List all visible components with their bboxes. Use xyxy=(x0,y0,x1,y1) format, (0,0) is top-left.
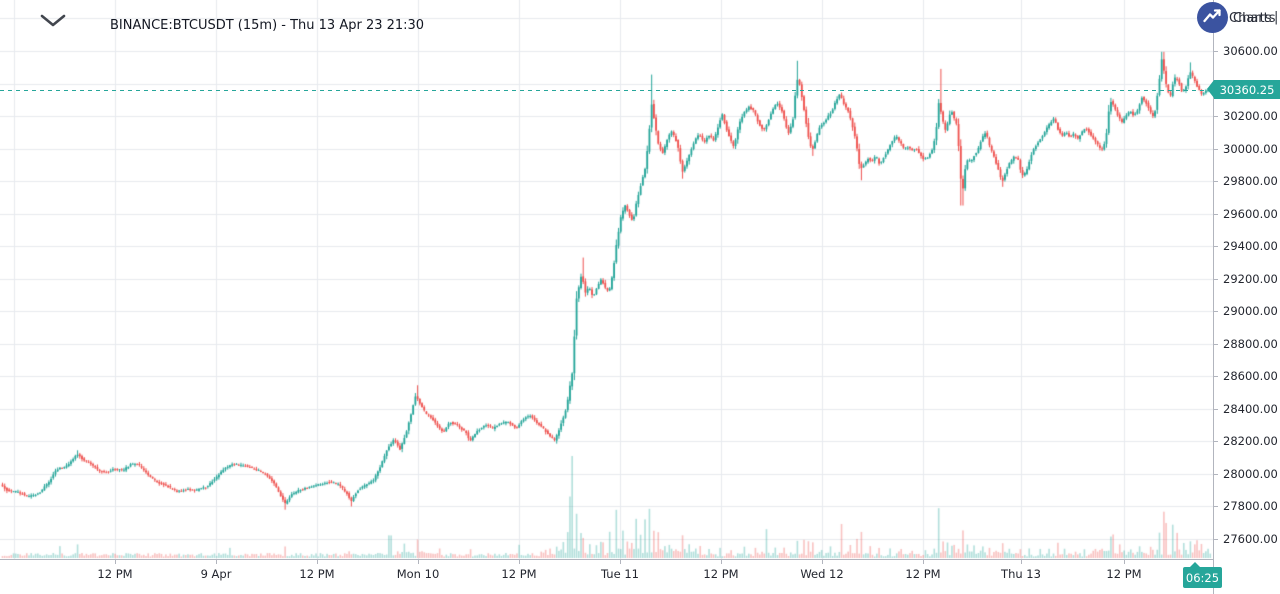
price-axis-label: 30200.00 xyxy=(1223,109,1278,123)
brand-link[interactable]: Charts xyxy=(1229,11,1272,26)
time-axis-tick xyxy=(317,560,318,564)
price-axis-label: 29600.00 xyxy=(1223,207,1278,221)
time-axis-label: 12 PM xyxy=(905,567,941,581)
price-axis-label: 28600.00 xyxy=(1223,369,1278,383)
candlestick-chart[interactable] xyxy=(0,0,1213,559)
time-axis-tick xyxy=(418,560,419,564)
last-price-line xyxy=(0,89,1213,91)
last-price-badge: 30360.25 xyxy=(1207,80,1280,99)
time-axis-label: Wed 12 xyxy=(800,567,844,581)
price-axis-label: 29200.00 xyxy=(1223,272,1278,286)
time-axis-tick xyxy=(216,560,217,564)
price-axis-tick xyxy=(1214,506,1218,507)
price-axis-tick xyxy=(1214,149,1218,150)
price-axis-label: 27800.00 xyxy=(1223,499,1278,513)
price-axis-label: 30000.00 xyxy=(1223,142,1278,156)
price-axis-tick xyxy=(1214,376,1218,377)
price-axis-tick xyxy=(1214,116,1218,117)
price-axis-label: 27600.00 xyxy=(1223,532,1278,546)
time-axis-tick xyxy=(115,560,116,564)
tradingview-logo[interactable] xyxy=(1197,2,1228,33)
time-axis-tick xyxy=(519,560,520,564)
time-axis-label: Mon 10 xyxy=(396,567,440,581)
time-axis-tick xyxy=(721,560,722,564)
price-axis[interactable]: 30600.00 30200.00 30000.00 29800.00 29600.00… xyxy=(1213,0,1280,594)
time-axis-label: 12 PM xyxy=(299,567,335,581)
price-axis-label: 29800.00 xyxy=(1223,174,1278,188)
bar-countdown-badge: 06:25 xyxy=(1183,562,1222,588)
time-axis-tick xyxy=(1124,560,1125,564)
time-axis-tick xyxy=(822,560,823,564)
time-axis-label: Thu 13 xyxy=(1001,567,1041,581)
brand-link-ghost: Charts xyxy=(1233,11,1276,26)
price-axis-label: 29000.00 xyxy=(1223,304,1278,318)
time-axis-label: 12 PM xyxy=(703,567,739,581)
collapse-legend-button[interactable] xyxy=(38,12,68,32)
price-axis-tick xyxy=(1214,311,1218,312)
price-axis-tick xyxy=(1214,474,1218,475)
price-axis-tick xyxy=(1214,279,1218,280)
price-axis-label: 30600.00 xyxy=(1223,44,1278,58)
time-axis-tick xyxy=(620,560,621,564)
price-axis-tick xyxy=(1214,441,1218,442)
price-axis-tick xyxy=(1214,181,1218,182)
time-axis[interactable]: 12 PM 9 Apr 12 PM Mon 10 12 PM Tue 11 12 PM Wed… xyxy=(0,559,1280,594)
time-axis-label: 9 Apr xyxy=(200,567,232,581)
chevron-down-icon xyxy=(39,14,67,33)
time-axis-tick xyxy=(1021,560,1022,564)
brand-separator: | xyxy=(1274,10,1279,25)
time-axis-label: 12 PM xyxy=(97,567,133,581)
time-axis-label: Tue 11 xyxy=(601,567,639,581)
price-axis-label: 29400.00 xyxy=(1223,239,1278,253)
countdown-value: 06:25 xyxy=(1185,570,1220,585)
price-axis-label: 28800.00 xyxy=(1223,337,1278,351)
symbol-title: BINANCE:BTCUSDT (15m) - Thu 13 Apr 23 21… xyxy=(110,18,425,33)
price-axis-tick xyxy=(1214,539,1218,540)
price-axis-tick xyxy=(1214,344,1218,345)
price-axis-tick xyxy=(1214,409,1218,410)
last-price-value: 30360.25 xyxy=(1219,82,1275,97)
price-axis-tick xyxy=(1214,246,1218,247)
price-axis-label: 28400.00 xyxy=(1223,402,1278,416)
price-axis-label: 28000.00 xyxy=(1223,467,1278,481)
price-axis-tick xyxy=(1214,51,1218,52)
time-axis-tick xyxy=(923,560,924,564)
trending-up-icon xyxy=(1203,8,1222,27)
price-axis-label: 28200.00 xyxy=(1223,434,1278,448)
price-axis-tick xyxy=(1214,214,1218,215)
time-axis-label: 12 PM xyxy=(1106,567,1142,581)
time-axis-label: 12 PM xyxy=(501,567,537,581)
